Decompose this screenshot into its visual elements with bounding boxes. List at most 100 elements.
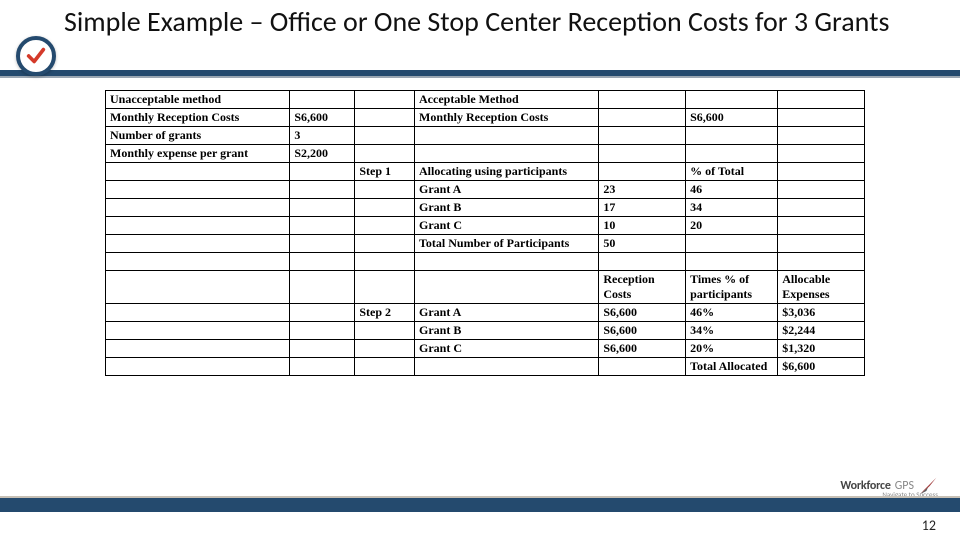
table-cell <box>778 163 865 181</box>
table-cell <box>290 163 355 181</box>
table-cell <box>290 181 355 199</box>
table-cell: 20% <box>686 340 778 358</box>
table-cell <box>599 358 686 376</box>
table-cell: Allocating using participants <box>415 163 599 181</box>
table-cell: 46% <box>686 304 778 322</box>
table-cell <box>355 340 415 358</box>
table-row <box>106 253 865 271</box>
table-cell <box>686 145 778 163</box>
table-cell <box>106 181 290 199</box>
table-cell <box>778 91 865 109</box>
table-row: Grant A2346 <box>106 181 865 199</box>
table-cell: Acceptable Method <box>415 91 599 109</box>
table-row: Number of grants3 <box>106 127 865 145</box>
table-cell <box>686 91 778 109</box>
table-cell <box>106 199 290 217</box>
table-cell: $1,320 <box>778 340 865 358</box>
table-cell: Step 2 <box>355 304 415 322</box>
table-cell <box>106 217 290 235</box>
table-cell <box>355 253 415 271</box>
table-cell <box>415 127 599 145</box>
table-cell <box>290 91 355 109</box>
table-cell: 34% <box>686 322 778 340</box>
table-cell: S6,600 <box>290 109 355 127</box>
table-cell <box>106 235 290 253</box>
page-number: 12 <box>922 517 936 534</box>
table-cell <box>415 253 599 271</box>
table-row: Grant BS6,60034%$2,244 <box>106 322 865 340</box>
table-cell <box>290 253 355 271</box>
cost-table: Unacceptable methodAcceptable MethodMont… <box>105 90 865 376</box>
table-cell <box>106 322 290 340</box>
table-row: Unacceptable method Acceptable Method <box>106 91 865 109</box>
header: Simple Example – Office or One Stop Cent… <box>0 0 960 80</box>
table-cell: Unacceptable method <box>106 91 290 109</box>
table-cell: Times % of participants <box>686 271 778 304</box>
table-row: Total Allocated$6,600 <box>106 358 865 376</box>
table-cell <box>106 271 290 304</box>
table-cell: $6,600 <box>778 358 865 376</box>
table-cell <box>290 199 355 217</box>
table-cell: 10 <box>599 217 686 235</box>
table-cell <box>355 271 415 304</box>
table-cell: % of Total <box>686 163 778 181</box>
table-cell <box>355 199 415 217</box>
table-cell <box>415 271 599 304</box>
table-cell: Total Allocated <box>686 358 778 376</box>
table-cell: Reception Costs <box>599 271 686 304</box>
table-cell <box>106 304 290 322</box>
table-cell <box>599 253 686 271</box>
table-row: Grant B1734 <box>106 199 865 217</box>
table-row: Reception CostsTimes % of participantsAl… <box>106 271 865 304</box>
table-cell <box>415 358 599 376</box>
table-cell <box>290 271 355 304</box>
table-cell <box>778 199 865 217</box>
table-row: Monthly Reception CostsS6,600Monthly Rec… <box>106 109 865 127</box>
table-cell <box>778 181 865 199</box>
table-cell <box>599 163 686 181</box>
check-badge <box>16 36 56 76</box>
table-cell: Number of grants <box>106 127 290 145</box>
footer-accent-bar <box>0 498 960 512</box>
table-row: Total Number of Participants50 <box>106 235 865 253</box>
table-cell: S6,600 <box>599 304 686 322</box>
table-cell <box>686 253 778 271</box>
table-cell <box>599 127 686 145</box>
workforce-gps-logo: WorkforceGPS Navigate to Success <box>840 476 938 496</box>
table-cell <box>355 127 415 145</box>
table-cell: Grant C <box>415 217 599 235</box>
table-cell: Monthly Reception Costs <box>415 109 599 127</box>
table-cell: S6,600 <box>599 322 686 340</box>
table-cell <box>290 340 355 358</box>
table-cell: Grant B <box>415 199 599 217</box>
table-cell <box>778 127 865 145</box>
table-cell <box>778 253 865 271</box>
table-cell <box>355 145 415 163</box>
table-cell <box>290 358 355 376</box>
table-cell: S6,600 <box>686 109 778 127</box>
table-cell: Grant A <box>415 304 599 322</box>
table-row: Grant CS6,60020%$1,320 <box>106 340 865 358</box>
table-cell: Step 1 <box>355 163 415 181</box>
table-cell <box>778 217 865 235</box>
table-cell: 50 <box>599 235 686 253</box>
table-cell <box>106 163 290 181</box>
table: Unacceptable methodAcceptable MethodMont… <box>105 90 865 376</box>
table-cell <box>355 217 415 235</box>
slide: Simple Example – Office or One Stop Cent… <box>0 0 960 540</box>
table-cell <box>686 235 778 253</box>
table-cell <box>290 235 355 253</box>
table-cell <box>355 181 415 199</box>
table-cell: $3,036 <box>778 304 865 322</box>
table-cell: Grant B <box>415 322 599 340</box>
table-cell <box>778 109 865 127</box>
table-cell <box>355 235 415 253</box>
table-cell <box>686 127 778 145</box>
table-cell: Monthly expense per grant <box>106 145 290 163</box>
table-cell: 46 <box>686 181 778 199</box>
table-cell: Allocable Expenses <box>778 271 865 304</box>
check-icon <box>25 45 47 67</box>
table-cell <box>599 145 686 163</box>
table-cell <box>106 340 290 358</box>
table-row: Grant C1020 <box>106 217 865 235</box>
